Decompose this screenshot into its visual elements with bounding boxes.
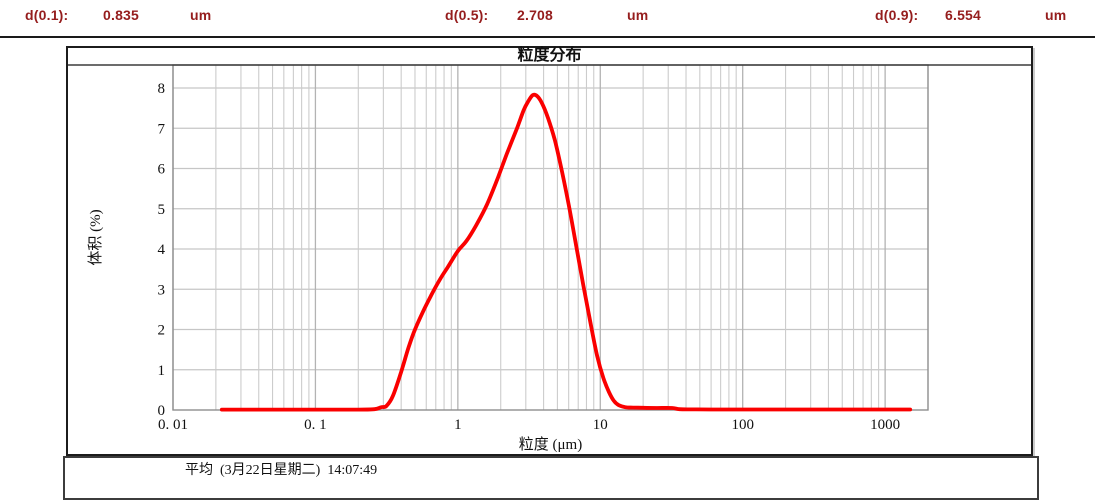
y-tick-label: 3 [158,282,166,298]
y-tick-label: 0 [158,403,166,419]
y-tick-label: 6 [158,162,166,178]
y-tick-label: 4 [158,242,166,258]
d50-unit: um [627,7,649,23]
d50-label: d(0.5): [445,7,489,23]
percentile-header: d(0.1): 0.835 um d(0.5): 2.708 um d(0.9)… [0,0,1095,36]
d10-value: 0.835 [103,7,140,23]
footer-legend: 平均 (3月22日星期二) 14:07:49 [185,463,378,478]
d10-label: d(0.1): [25,7,69,23]
header-divider [0,36,1095,38]
y-axis-title: 体积 (%) [87,209,104,265]
distribution-curve [219,92,913,412]
plot-border [172,64,929,411]
y-tick-label: 2 [158,323,166,339]
chart-frame: 粒度分布 0 1 2 3 4 5 6 7 8 0. 01 0. 1 1 10 100 1000 粒度 (μm)… [66,46,1033,456]
y-tick-label: 1 [158,363,166,379]
x-tick-label: 100 [731,417,754,433]
y-tick-label: 5 [158,202,166,218]
d90-value: 6.554 [945,7,982,23]
d90-unit: um [1045,7,1067,23]
x-tick-label: 0. 01 [158,417,188,433]
x-tick-label: 10 [593,417,608,433]
d50-value: 2.708 [517,7,554,23]
y-tick-label: 8 [158,81,166,97]
x-tick-label: 0. 1 [304,417,327,433]
x-axis-title: 粒度 (μm) [519,436,582,453]
particle-size-distribution-plot: 0 1 2 3 4 5 6 7 8 0. 01 0. 1 1 10 100 1000 粒度 (μm) 体积 (%… [68,64,1031,453]
d10-unit: um [190,7,212,23]
x-tick-label: 1 [454,417,462,433]
y-tick-label: 7 [158,121,166,137]
d90-label: d(0.9): [875,7,919,23]
chart-title: 粒度分布 [517,47,582,64]
x-tick-label: 1000 [870,417,900,433]
